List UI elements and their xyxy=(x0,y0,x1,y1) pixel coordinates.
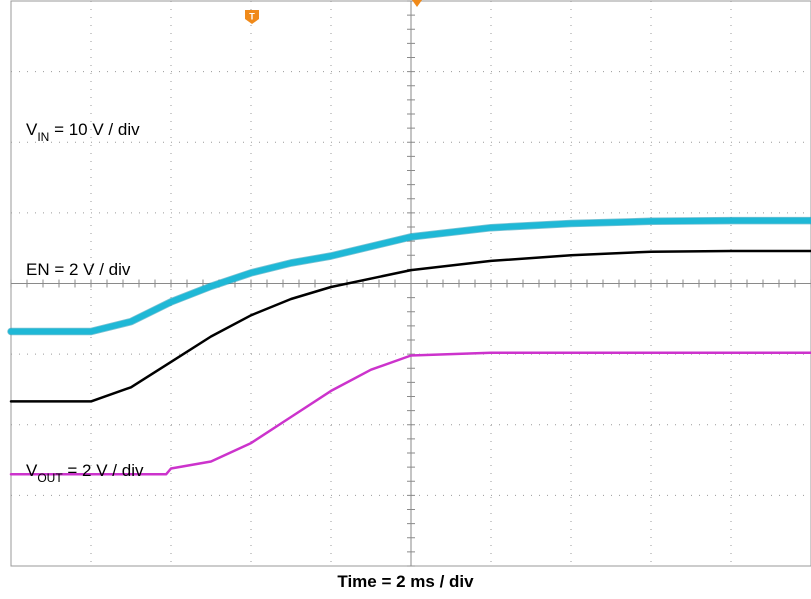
trace-en xyxy=(8,217,811,335)
traces xyxy=(7,216,811,476)
trace-vin xyxy=(9,249,811,403)
trigger-position-icon xyxy=(412,0,422,7)
trigger-marker-label: T xyxy=(249,12,255,22)
x-axis-label: Time = 2 ms / div xyxy=(337,572,474,591)
grid xyxy=(10,0,811,567)
trace-vout xyxy=(9,351,811,476)
series-label-vin: VIN = 10 V / div xyxy=(26,120,140,144)
trigger-marker: T xyxy=(245,10,259,24)
series-label-vout: VOUT = 2 V / div xyxy=(26,461,144,485)
series-label-en: EN = 2 V / div xyxy=(26,260,131,279)
